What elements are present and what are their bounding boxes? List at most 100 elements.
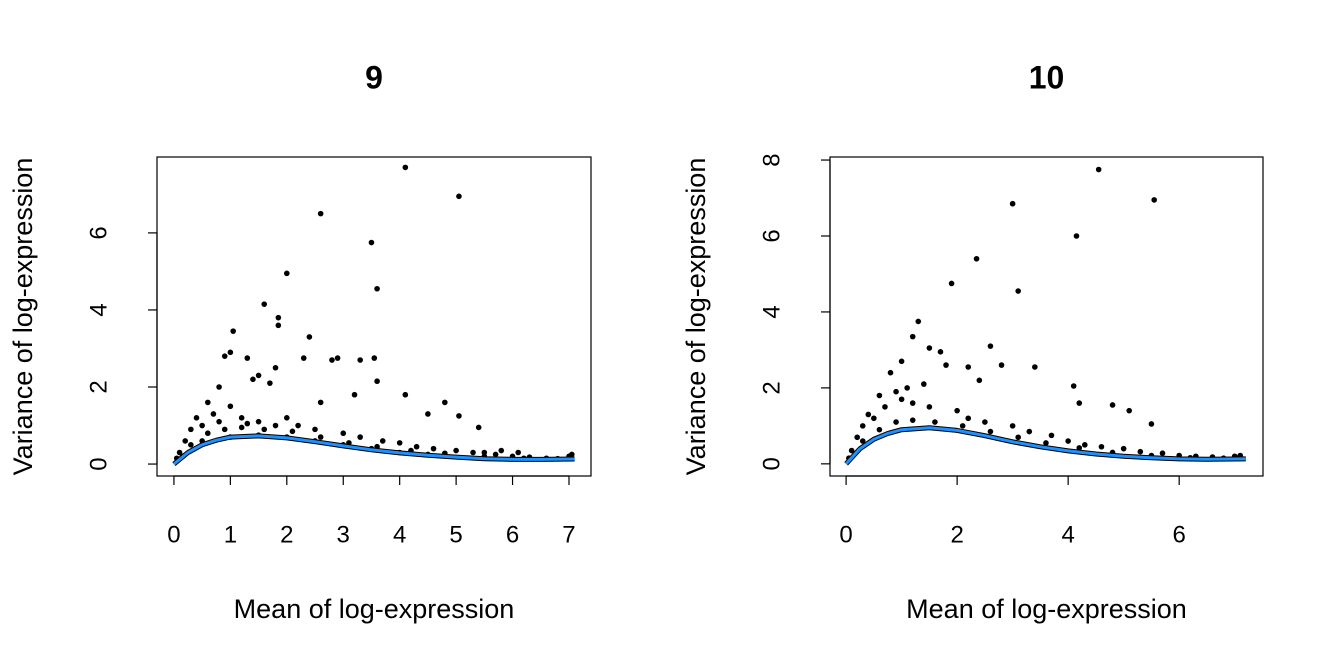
point <box>402 164 409 171</box>
point <box>317 434 324 440</box>
point <box>965 415 972 422</box>
point <box>876 426 883 433</box>
point <box>909 400 916 406</box>
y-tick-label: 2 <box>758 381 785 394</box>
point <box>371 355 378 361</box>
point <box>300 355 307 361</box>
point <box>216 418 222 425</box>
x-tick-label: 1 <box>224 521 237 548</box>
point <box>261 301 268 307</box>
point <box>267 380 273 386</box>
point <box>368 239 375 246</box>
point <box>275 314 282 321</box>
point <box>188 441 194 448</box>
x-tick-label: 6 <box>506 521 519 548</box>
point <box>1009 423 1016 429</box>
x-tick-label: 2 <box>280 521 293 548</box>
point <box>1065 438 1071 444</box>
point <box>199 422 205 429</box>
point <box>312 426 318 433</box>
point <box>204 399 211 406</box>
point <box>250 376 256 383</box>
point <box>1148 421 1155 427</box>
point <box>1073 233 1080 239</box>
point <box>1126 407 1133 414</box>
point <box>1137 448 1144 455</box>
point <box>492 451 499 458</box>
point <box>379 438 386 444</box>
point <box>987 343 994 349</box>
point <box>876 392 883 399</box>
x-tick-label: 2 <box>950 521 963 548</box>
point <box>1076 445 1083 451</box>
point <box>926 404 933 410</box>
point <box>871 415 877 422</box>
point <box>284 415 290 421</box>
y-tick-label: 6 <box>85 226 112 239</box>
point <box>1048 432 1055 439</box>
x-axis-label: Mean of log-expression <box>234 594 515 624</box>
point <box>937 349 944 355</box>
point <box>948 280 955 287</box>
x-tick-label: 4 <box>1061 521 1074 548</box>
point <box>854 434 861 441</box>
point <box>987 428 994 435</box>
point <box>396 440 403 446</box>
point <box>1015 434 1021 441</box>
point <box>430 445 437 452</box>
point <box>238 424 245 431</box>
plot-box <box>829 156 1264 477</box>
point <box>374 378 380 385</box>
point <box>898 396 905 403</box>
point <box>1043 440 1049 446</box>
point <box>1151 197 1157 203</box>
point <box>904 385 910 391</box>
point <box>569 451 575 458</box>
point <box>1032 364 1038 370</box>
point <box>221 426 228 433</box>
point <box>1095 166 1102 173</box>
x-tick-label: 4 <box>393 521 406 548</box>
point <box>1120 445 1127 452</box>
point <box>859 423 866 429</box>
point <box>193 415 200 421</box>
point <box>943 362 949 368</box>
x-tick-label: 0 <box>839 521 852 548</box>
point <box>976 377 983 384</box>
point <box>204 430 211 437</box>
point <box>926 345 933 351</box>
point <box>227 349 234 356</box>
point <box>848 447 855 454</box>
point <box>1098 443 1105 450</box>
point <box>244 355 251 361</box>
point <box>982 419 988 425</box>
point <box>959 423 966 429</box>
y-tick-label: 4 <box>758 305 785 318</box>
point <box>272 364 279 371</box>
y-tick-label: 0 <box>758 457 785 470</box>
point <box>255 418 262 425</box>
y-tick-label: 2 <box>85 380 112 393</box>
point <box>216 384 222 390</box>
y-axis-label: Variance of log-expression <box>681 158 711 476</box>
point <box>317 399 324 406</box>
x-tick-label: 0 <box>167 521 180 548</box>
x-tick-label: 5 <box>449 521 462 548</box>
point <box>515 449 521 456</box>
point <box>317 210 324 217</box>
point <box>973 255 980 262</box>
point <box>954 407 960 414</box>
point <box>453 447 459 454</box>
point <box>998 362 1005 368</box>
point <box>1159 450 1166 457</box>
point <box>898 358 905 365</box>
point <box>909 333 916 340</box>
point <box>909 417 916 423</box>
point <box>221 353 228 359</box>
point <box>1076 400 1083 406</box>
point <box>275 322 282 329</box>
y-tick-label: 4 <box>85 303 112 316</box>
point <box>887 369 894 376</box>
point <box>402 391 409 398</box>
